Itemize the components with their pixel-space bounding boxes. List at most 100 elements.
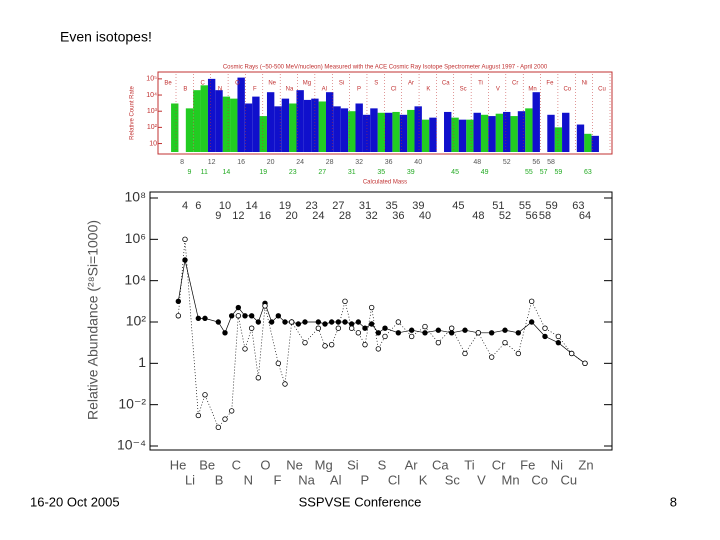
mass-label: 19 xyxy=(279,200,291,212)
top-mass-label: 27 xyxy=(318,169,326,176)
top-mass-label: 8 xyxy=(180,159,184,166)
solar-point xyxy=(348,325,355,331)
element-label: Cl xyxy=(388,472,400,487)
solar-point xyxy=(315,325,322,331)
slide-title: Even isotopes! xyxy=(60,29,152,45)
gcr-point xyxy=(222,330,228,336)
spectrum-bar xyxy=(429,117,437,152)
spectrum-bar xyxy=(480,114,489,152)
top-y-tick-label: 10⁵ xyxy=(146,76,157,83)
spectrum-bar xyxy=(495,113,504,152)
gcr-point xyxy=(382,325,388,331)
solar-point xyxy=(435,339,442,346)
top-element-label: F xyxy=(253,87,257,93)
mass-label: 56 xyxy=(526,210,538,222)
y-tick-label: 10⁴ xyxy=(124,271,146,287)
element-label: Ne xyxy=(286,457,303,472)
solar-point xyxy=(195,412,202,419)
spectrum-bar xyxy=(200,85,208,152)
spectrum-bar xyxy=(340,108,349,152)
spectrum-bar xyxy=(510,116,518,152)
spectrum-bar xyxy=(193,90,201,152)
top-element-label: Al xyxy=(322,87,327,93)
mass-label: 12 xyxy=(232,210,244,222)
top-element-label: V xyxy=(496,87,500,93)
solar-point xyxy=(515,350,522,357)
gcr-point xyxy=(195,315,202,322)
gcr-point xyxy=(488,330,495,336)
element-label: Mg xyxy=(315,457,333,472)
element-label: V xyxy=(477,472,486,487)
solar-point xyxy=(422,323,428,330)
element-label: Cr xyxy=(492,457,506,472)
solar-point xyxy=(302,339,308,346)
top-mass-label: 12 xyxy=(208,159,216,166)
spectrum-bar xyxy=(281,98,290,152)
top-element-label: S xyxy=(374,81,378,87)
gcr-point xyxy=(422,330,428,336)
top-element-label: Na xyxy=(286,87,294,93)
top-mass-label: 48 xyxy=(473,159,481,166)
top-mass-label: 45 xyxy=(451,169,459,176)
solar-point xyxy=(382,333,388,340)
top-mass-label: 35 xyxy=(377,169,385,176)
top-element-label: B xyxy=(183,87,187,93)
element-label: K xyxy=(419,472,428,487)
top-mass-label: 23 xyxy=(289,169,297,176)
spectrum-bar xyxy=(517,111,526,152)
gcr-point xyxy=(502,327,508,333)
top-mass-label: 63 xyxy=(584,169,592,176)
solar-point xyxy=(322,343,328,349)
spectrum-bar xyxy=(414,106,422,152)
abundance-line xyxy=(177,259,586,364)
solar-point xyxy=(342,298,348,305)
spectrum-bar xyxy=(466,119,474,152)
gcr-point xyxy=(175,298,182,305)
gcr-point xyxy=(355,319,362,325)
spectrum-bar xyxy=(296,90,304,152)
spectrum-bar xyxy=(325,92,334,152)
spectrum-bar xyxy=(185,108,194,152)
spectrum-bar xyxy=(377,112,385,152)
top-y-tick-label: 10³ xyxy=(147,108,158,115)
gcr-point xyxy=(328,319,335,325)
top-mass-label: 52 xyxy=(503,159,511,166)
spectrum-bar xyxy=(348,111,356,152)
element-label: P xyxy=(361,472,370,487)
spectrum-bar xyxy=(399,114,408,152)
solar-point xyxy=(462,350,468,357)
spectrum-bar xyxy=(591,135,599,152)
element-label: Ar xyxy=(405,457,419,472)
top-y-tick-label: 10⁴ xyxy=(146,92,157,99)
gcr-point xyxy=(368,321,375,327)
top-mass-label: 9 xyxy=(188,169,192,176)
bottom-plot-frame xyxy=(149,191,613,451)
abundance-line xyxy=(177,239,586,428)
solar-point xyxy=(215,424,222,431)
mass-label: 16 xyxy=(259,210,271,222)
mass-label: 10 xyxy=(219,200,231,212)
mass-label: 39 xyxy=(412,200,424,212)
top-mass-label: 40 xyxy=(414,159,422,166)
top-y-label: Relative Count Rate xyxy=(130,85,136,139)
element-label: Cu xyxy=(561,472,578,487)
element-label: Co xyxy=(531,472,548,487)
top-element-label: Fe xyxy=(546,81,554,87)
top-mass-label: 11 xyxy=(201,169,208,176)
gcr-point xyxy=(248,313,255,319)
spectrum-bar xyxy=(562,112,570,152)
solar-point xyxy=(502,339,508,346)
solar-point xyxy=(335,325,342,331)
y-tick-label: 10² xyxy=(126,313,147,329)
solar-point xyxy=(528,298,535,305)
element-label: Na xyxy=(298,472,315,487)
spectrum-bar xyxy=(252,96,260,152)
spectrum-bar xyxy=(392,111,400,152)
element-label: Ca xyxy=(432,457,449,472)
mass-label: 14 xyxy=(246,200,258,212)
gcr-point xyxy=(408,327,415,333)
mass-label: 55 xyxy=(519,200,531,212)
gcr-point xyxy=(202,315,208,322)
top-element-label: Mg xyxy=(303,81,311,87)
